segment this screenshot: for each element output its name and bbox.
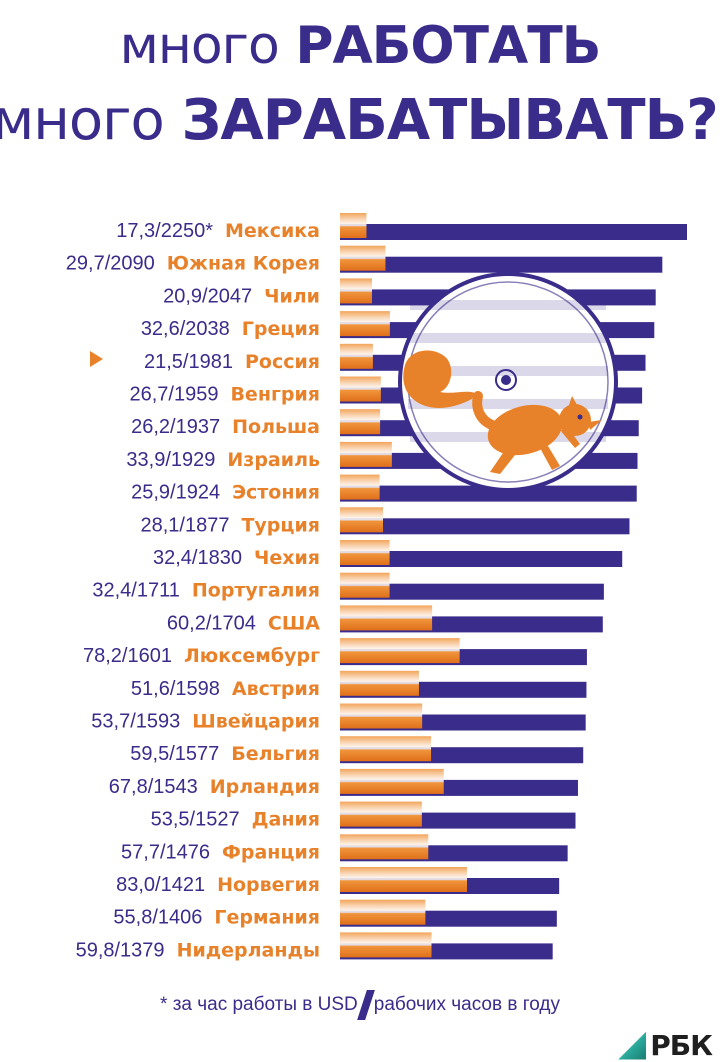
value-label: 60,2/1704 (167, 612, 256, 634)
wheel-hub-icon (495, 369, 517, 391)
usd-bar (340, 409, 381, 435)
country-label: Бельгия (231, 743, 320, 765)
footnote-right: рабочих часов в году (373, 994, 560, 1016)
country-label: Греция (242, 318, 320, 340)
country-label: Норвегия (217, 874, 320, 896)
country-label: Чили (264, 285, 320, 307)
footnote: * за час работы в USD рабочих часов в год… (0, 990, 720, 1020)
value-label: 57,7/1476 (121, 841, 210, 863)
country-label: Южная Корея (167, 253, 320, 275)
value-label: 26,2/1937 (131, 416, 220, 438)
value-label: 53,7/1593 (91, 711, 180, 733)
value-label: 55,8/1406 (113, 907, 202, 929)
title-light-2: много (0, 88, 165, 153)
highlight-arrow-icon (90, 351, 103, 367)
hours-bar (340, 256, 663, 273)
country-label: Франция (222, 841, 320, 863)
usd-bar (340, 834, 429, 860)
value-label: 29,7/2090 (66, 253, 155, 275)
usd-bar (340, 311, 390, 337)
value-label: 21,5/1981 (144, 351, 233, 373)
title-bold-2: ЗАРАБАТЫВАТЬ? (181, 88, 719, 153)
value-label: 32,4/1830 (153, 547, 242, 569)
usd-bar (340, 932, 432, 958)
value-label: 33,9/1929 (126, 449, 215, 471)
usd-bar (340, 768, 444, 794)
squirrel-icon (403, 350, 602, 474)
usd-bar (340, 899, 426, 925)
value-label: 25,9/1924 (131, 482, 220, 504)
country-label: Нидерланды (177, 939, 320, 961)
squirrel-wheel-illustration (398, 272, 618, 492)
rbk-logo-text: РБК (650, 1029, 713, 1062)
usd-bar (340, 540, 390, 565)
country-label: Швейцария (192, 711, 320, 733)
usd-bar (340, 572, 390, 598)
country-label: Чехия (254, 547, 320, 569)
value-label: 59,8/1379 (76, 939, 165, 961)
footnote-left: * за час работы в USD (160, 994, 358, 1016)
country-label: Люксембург (184, 645, 320, 667)
value-label: 83,0/1421 (116, 874, 205, 896)
hours-bar (340, 583, 604, 600)
usd-bar (340, 801, 422, 827)
usd-bar (340, 605, 433, 631)
usd-bar (340, 213, 367, 238)
value-label: 53,5/1527 (151, 809, 240, 831)
usd-bar (340, 703, 423, 729)
usd-bar (340, 376, 381, 402)
usd-bar (340, 474, 380, 500)
title-light-1: много (119, 16, 280, 76)
value-label: 59,5/1577 (130, 743, 219, 765)
hours-bar (340, 485, 637, 502)
country-label: Дания (252, 809, 320, 831)
hours-bar (340, 551, 623, 567)
hours-bar (340, 518, 630, 535)
usd-bar (340, 670, 419, 696)
value-label: 17,3/2250* (116, 220, 213, 242)
title-line-2: много ЗАРАБАТЫВАТЬ? (0, 88, 719, 153)
usd-bar (340, 441, 392, 467)
usd-bar (340, 736, 432, 762)
value-label: 32,4/1711 (92, 580, 180, 602)
country-label: Венгрия (230, 384, 320, 406)
usd-bar (340, 343, 373, 369)
rbk-logo: РБК (618, 1029, 713, 1062)
hours-bar (340, 224, 687, 240)
country-label: Германия (214, 907, 320, 929)
value-label: 78,2/1601 (83, 645, 172, 667)
country-label: Ирландия (210, 776, 320, 798)
title-line-1: много РАБОТАТЬ (0, 16, 720, 76)
country-label: Австрия (232, 678, 320, 700)
country-label: Эстония (232, 482, 320, 504)
country-label: Израиль (227, 449, 320, 471)
value-label: 32,6/2038 (141, 318, 230, 340)
rbk-mark-icon (618, 1031, 647, 1060)
country-label: Польша (232, 416, 320, 438)
value-label: 51,6/1598 (131, 678, 220, 700)
usd-bar (340, 507, 383, 533)
usd-bar (340, 867, 467, 892)
country-label: Мексика (225, 220, 320, 242)
value-label: 28,1/1877 (140, 514, 229, 536)
usd-bar (340, 278, 372, 304)
slash-icon (356, 990, 375, 1020)
value-label: 67,8/1543 (109, 776, 198, 798)
country-label: Россия (245, 351, 320, 373)
country-label: Турция (241, 514, 320, 536)
usd-bar (340, 245, 386, 271)
labels-group: Мексика 17,3/2250* Южная Корея 29,7/2090 Чил… (66, 220, 321, 961)
country-label: США (268, 612, 320, 634)
value-label: 26,7/1959 (129, 384, 218, 406)
country-label: Португалия (192, 580, 320, 602)
usd-bar (340, 638, 460, 664)
title-bold-1: РАБОТАТЬ (295, 16, 601, 76)
value-label: 20,9/2047 (163, 285, 252, 307)
